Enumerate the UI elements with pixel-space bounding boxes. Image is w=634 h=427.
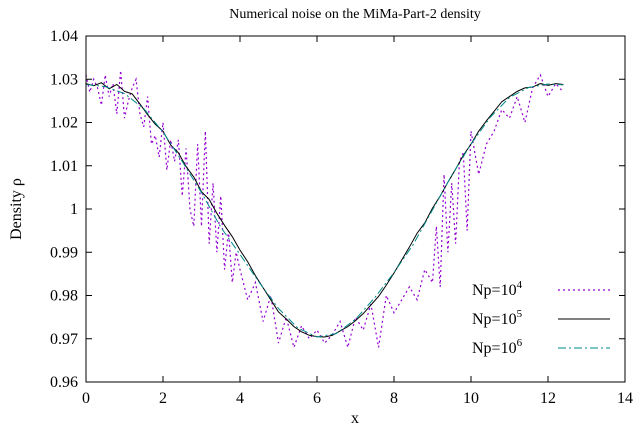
y-tick-label: 1.01 (50, 158, 78, 175)
legend: Np=104 Np=105 Np=106 (472, 279, 610, 357)
x-tick-label: 14 (617, 390, 633, 407)
legend-label-3: Np=106 (472, 337, 523, 357)
x-tick-label: 0 (82, 390, 90, 407)
series-line-3 (85, 83, 564, 338)
ticks-layer: 0 2 4 6 8 10 12 14 0.96 0.97 0.98 0.99 1 1.01 1.02 1.03… (50, 28, 633, 407)
y-axis-label: Density ρ (8, 178, 25, 240)
y-tick-label: 1 (70, 201, 78, 218)
legend-label-1: Np=104 (472, 279, 523, 299)
y-tick-label: 0.96 (50, 374, 78, 391)
series-layer (85, 70, 564, 350)
chart-title: Numerical noise on the MiMa-Part-2 densi… (229, 7, 481, 22)
legend-label-2: Np=105 (472, 308, 523, 328)
x-tick-label: 12 (540, 390, 556, 407)
y-tick-label: 1.04 (50, 28, 78, 45)
x-tick-label: 8 (390, 390, 398, 407)
plot-frame (85, 35, 626, 383)
y-tick-label: 1.02 (50, 115, 78, 132)
x-tick-label: 10 (463, 390, 479, 407)
y-tick-label: 0.97 (50, 331, 78, 348)
x-tick-label: 6 (313, 390, 321, 407)
x-tick-label: 2 (159, 390, 167, 407)
y-tick-label: 1.03 (50, 71, 78, 88)
x-tick-label: 4 (236, 390, 244, 407)
y-tick-label: 0.98 (50, 288, 78, 305)
series-line-1 (85, 70, 564, 350)
y-tick-label: 0.99 (50, 244, 78, 261)
x-axis-label: x (351, 410, 359, 427)
